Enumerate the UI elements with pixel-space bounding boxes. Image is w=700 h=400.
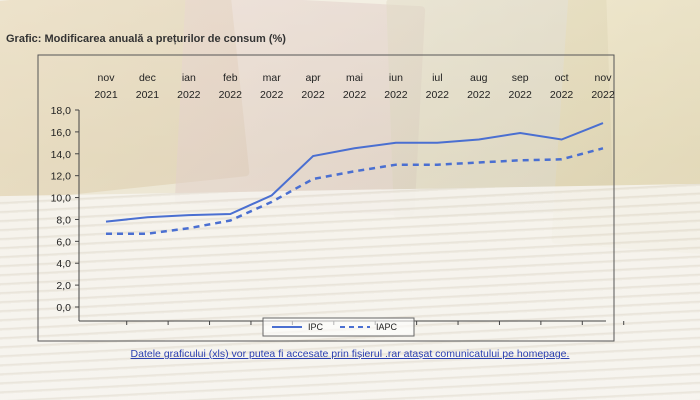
x-tick-label-year: 2022 — [301, 89, 325, 101]
y-tick-label: 2,0 — [56, 280, 71, 292]
x-tick-label-month: iun — [389, 72, 403, 84]
y-tick-label: 18,0 — [51, 105, 72, 117]
x-tick-label-month: dec — [139, 72, 156, 84]
y-tick-label: 14,0 — [51, 149, 72, 161]
x-tick-label-month: ian — [182, 72, 196, 84]
x-tick-label-month: aug — [470, 72, 488, 84]
legend-label-ipc: IPC — [308, 322, 324, 332]
x-tick-label-month: nov — [595, 72, 613, 84]
x-tick-label-month: oct — [555, 72, 569, 84]
x-tick-label-year: 2021 — [94, 89, 118, 101]
x-tick-label-month: nov — [98, 72, 116, 84]
x-tick-label-year: 2022 — [219, 89, 243, 101]
x-tick-label-month: iul — [432, 72, 443, 84]
y-tick-label: 0,0 — [56, 302, 71, 314]
y-tick-label: 10,0 — [51, 193, 72, 205]
y-tick-label: 6,0 — [56, 236, 71, 248]
legend-label-iapc: IAPC — [376, 322, 398, 332]
x-tick-label-year: 2022 — [467, 89, 491, 101]
series-line-ipc — [105, 122, 604, 223]
legend-box — [262, 317, 415, 337]
x-tick-label-month: mai — [346, 72, 363, 84]
x-tick-label-year: 2022 — [260, 89, 284, 101]
x-tick-label-month: sep — [512, 72, 529, 84]
x-tick-label-year: 2022 — [591, 89, 615, 101]
x-tick-label-year: 2022 — [343, 89, 367, 101]
x-tick-label-month: mar — [263, 72, 282, 84]
plot-frame — [37, 54, 615, 342]
x-tick-label-year: 2022 — [384, 89, 408, 101]
footnote-link[interactable]: Datele graficului (xls) vor putea fi acc… — [130, 348, 570, 360]
series-line-iapc — [106, 147, 604, 235]
x-tick-label-year: 2021 — [136, 89, 160, 101]
x-tick-label-year: 2022 — [177, 89, 201, 101]
y-tick-label: 4,0 — [56, 258, 71, 270]
chart-title: Grafic: Modificarea anuală a prețurilor … — [6, 33, 286, 45]
x-tick-label-month: feb — [223, 72, 238, 84]
x-tick-label-year: 2022 — [508, 89, 532, 101]
x-tick-label-year: 2022 — [426, 89, 450, 101]
x-tick-label-month: apr — [305, 72, 321, 84]
y-tick-label: 8,0 — [56, 214, 71, 226]
y-tick-label: 12,0 — [51, 171, 72, 183]
y-tick-label: 16,0 — [51, 127, 72, 139]
x-tick-label-year: 2022 — [550, 89, 574, 101]
